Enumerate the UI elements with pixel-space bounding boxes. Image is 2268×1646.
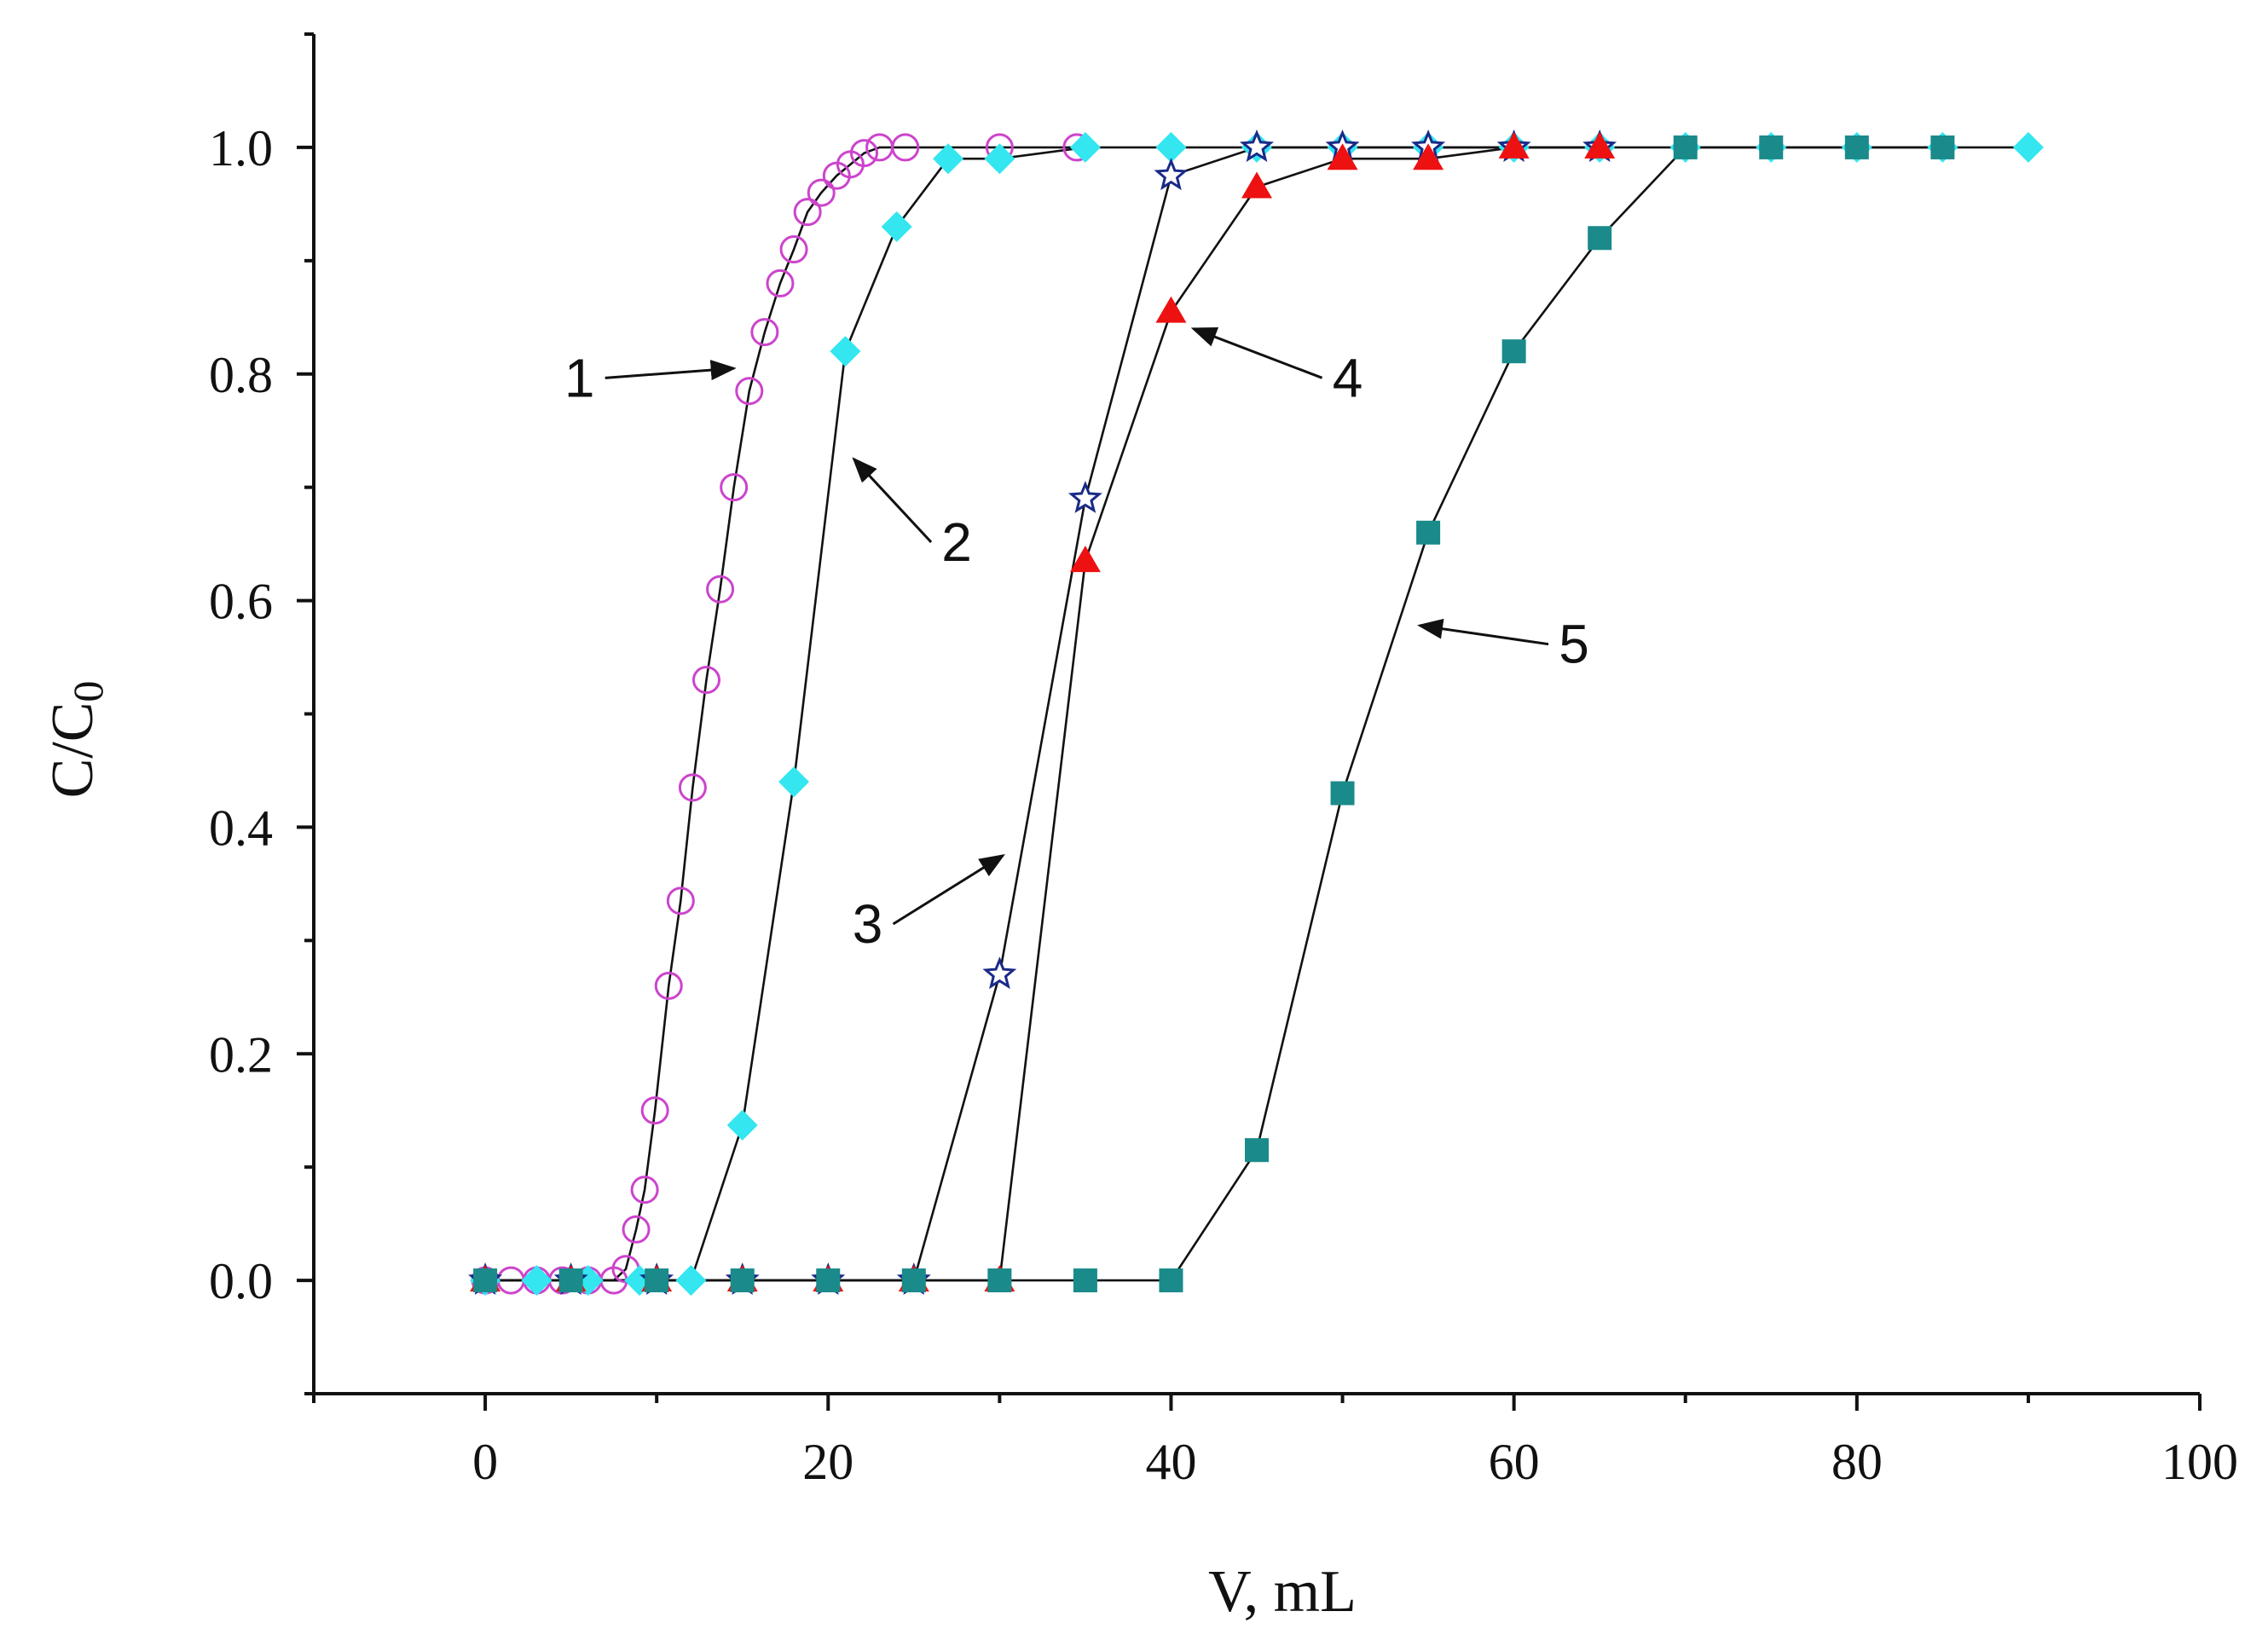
- data-point-series-5: [1759, 135, 1784, 159]
- data-point-series-5: [816, 1268, 841, 1293]
- data-point-series-2: [778, 766, 810, 798]
- data-point-series-5: [987, 1268, 1012, 1293]
- data-point-series-1: [891, 133, 920, 162]
- curve-label-5: 5: [1559, 614, 1589, 675]
- data-point-series-5: [1330, 781, 1355, 806]
- y-tick-label: 0.6: [209, 574, 273, 630]
- data-point-series-1: [793, 198, 822, 227]
- y-axis-title-main: C/C: [40, 702, 106, 799]
- data-point-series-2: [933, 143, 964, 175]
- annotations: 1 2 3 4 5: [564, 327, 1589, 955]
- data-point-series-2: [726, 1109, 758, 1141]
- y-tick-label: 0.0: [209, 1253, 273, 1309]
- data-point-series-5: [1073, 1268, 1097, 1293]
- x-tick-label: 80: [1831, 1434, 1883, 1490]
- data-point-series-1: [706, 575, 735, 604]
- data-point-series-1: [807, 178, 836, 207]
- data-point-series-5: [1844, 135, 1869, 159]
- data-point-series-2: [2012, 131, 2044, 163]
- series-line-1: [485, 146, 1077, 1282]
- data-point-series-1: [691, 666, 720, 695]
- data-point-series-5: [1159, 1268, 1183, 1293]
- y-tick-label: 0.2: [209, 1026, 273, 1083]
- data-point-series-2: [1155, 131, 1187, 163]
- data-point-series-1: [720, 473, 749, 502]
- data-point-series-5: [558, 1268, 583, 1293]
- curve-label-3: 3: [853, 893, 883, 955]
- y-tick-label: 1.0: [209, 120, 273, 176]
- data-point-series-2: [1069, 131, 1101, 163]
- data-point-series-5: [645, 1268, 669, 1293]
- data-point-series-5: [1930, 135, 1955, 159]
- x-ticks: 0 20 40 60 80 100: [312, 1394, 2238, 1490]
- data-point-series-1: [666, 887, 695, 915]
- curve-arrow-1: [605, 360, 737, 381]
- curve-label-4: 4: [1333, 347, 1363, 408]
- series-markers: [468, 129, 2044, 1297]
- y-tick-label: 0.4: [209, 800, 273, 856]
- data-point-series-4: [1584, 131, 1616, 159]
- series-line-4: [485, 146, 1600, 1282]
- curve-arrow-2: [852, 457, 933, 544]
- y-ticks: 0.0 0.2 0.4 0.6 0.8 1.0: [209, 32, 314, 1395]
- data-point-series-3: [982, 956, 1017, 990]
- data-point-series-2: [881, 211, 912, 242]
- data-point-series-5: [1416, 520, 1441, 545]
- series-line-5: [485, 146, 1943, 1282]
- data-point-series-3: [1154, 158, 1189, 191]
- data-point-series-5: [1501, 339, 1526, 364]
- x-tick-label: 100: [2161, 1434, 2238, 1490]
- data-point-series-2: [984, 143, 1015, 175]
- data-point-series-1: [654, 972, 683, 1000]
- data-point-series-4: [1413, 143, 1444, 170]
- data-point-series-5: [1588, 226, 1612, 251]
- data-point-series-4: [1327, 143, 1358, 170]
- data-point-series-5: [1673, 135, 1698, 159]
- series-lines: [485, 146, 2028, 1282]
- data-point-series-5: [730, 1268, 755, 1293]
- x-tick-label: 0: [472, 1434, 498, 1490]
- data-point-series-1: [850, 139, 879, 168]
- data-point-series-5: [1245, 1138, 1269, 1163]
- data-point-series-4: [1069, 546, 1101, 573]
- data-point-series-5: [901, 1268, 926, 1293]
- x-tick-label: 40: [1145, 1434, 1196, 1490]
- y-axis-title: C/C0: [40, 681, 112, 799]
- curve-arrow-5: [1417, 618, 1549, 646]
- data-point-series-1: [640, 1096, 669, 1125]
- series-line-3: [485, 146, 1600, 1282]
- y-axis-title-subscript: 0: [64, 681, 112, 702]
- data-point-series-2: [675, 1265, 707, 1297]
- data-point-series-2: [521, 1265, 553, 1297]
- data-point-series-4: [1155, 296, 1187, 323]
- x-tick-label: 60: [1489, 1434, 1540, 1490]
- axes: [312, 34, 2200, 1395]
- curve-arrow-3: [892, 854, 1005, 926]
- data-point-series-4: [1241, 171, 1272, 199]
- data-point-series-1: [678, 773, 707, 802]
- series-line-2: [485, 146, 2028, 1282]
- data-point-series-1: [630, 1175, 659, 1204]
- data-point-series-1: [766, 269, 795, 297]
- data-point-series-3: [1067, 480, 1102, 513]
- curve-arrow-4: [1190, 327, 1323, 379]
- data-point-series-1: [779, 235, 808, 264]
- data-point-series-1: [622, 1215, 651, 1244]
- x-tick-label: 20: [802, 1434, 853, 1490]
- data-point-series-1: [735, 377, 764, 406]
- data-point-series-3: [1239, 129, 1275, 162]
- curve-label-2: 2: [941, 511, 972, 573]
- data-point-series-2: [830, 336, 861, 367]
- x-axis-title: V, mL: [1208, 1559, 1357, 1625]
- curve-label-1: 1: [564, 347, 595, 408]
- y-tick-label: 0.8: [209, 347, 273, 403]
- data-point-series-1: [750, 318, 779, 347]
- data-point-series-5: [473, 1268, 498, 1293]
- data-point-series-4: [1498, 131, 1530, 159]
